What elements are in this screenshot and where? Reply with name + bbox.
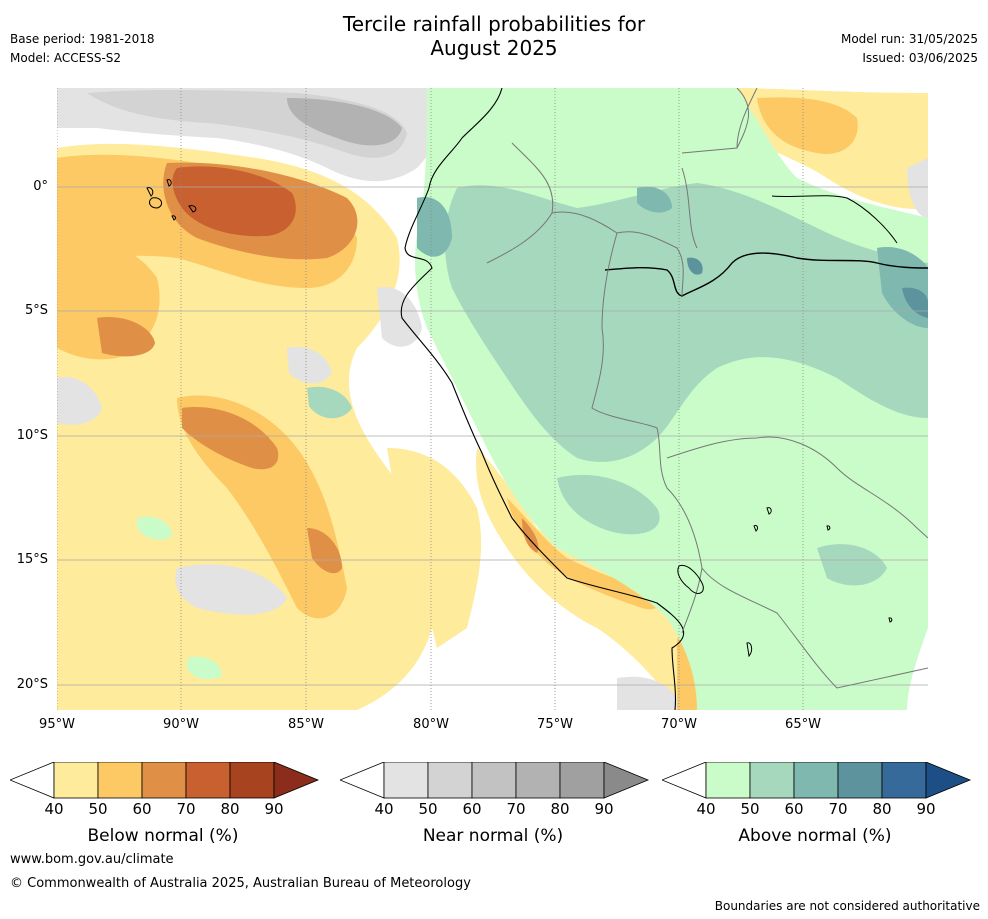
colorbar-near-normal [340, 762, 650, 799]
map-title-line1: Tercile rainfall probabilities for [342, 12, 646, 36]
colorbar-segment [749, 762, 795, 799]
lake-titicaca [677, 564, 704, 594]
colorbar-tick: 40 [696, 800, 716, 818]
above-normal-region [137, 88, 928, 710]
coastline [400, 88, 685, 710]
colorbar-tick: 50 [88, 800, 108, 818]
colorbar-high-arrow [925, 762, 972, 799]
colorbar-low-arrow [340, 762, 385, 799]
colorbar-segment [141, 762, 187, 799]
colorbar-label-above: Above normal (%) [738, 826, 892, 846]
x-tick-75w: 75°W [537, 717, 573, 732]
model-run: Model run: 31/05/2025 [840, 32, 978, 46]
y-tick-15s: 15°S [16, 552, 48, 567]
colorbar-tick: 60 [462, 800, 482, 818]
colorbar-tick: 40 [374, 800, 394, 818]
grid-lines [57, 88, 928, 710]
rio-negro [771, 195, 898, 244]
colorbar-segment [427, 762, 473, 799]
map-title: Tercile rainfall probabilities for Augus… [0, 12, 988, 60]
meta-right: Model run: 31/05/2025 Issued: 03/06/2025 [841, 30, 978, 68]
colorbar-tick: 70 [506, 800, 526, 818]
x-tick-80w: 80°W [413, 717, 449, 732]
colorbar-segment [881, 762, 927, 799]
map-title-line2: August 2025 [430, 36, 558, 60]
colorbar-tick: 60 [132, 800, 152, 818]
meta-left: Base period: 1981-2018 Model: ACCESS-S2 [10, 30, 155, 68]
colorbar-label-near: Near normal (%) [422, 826, 564, 846]
colorbar-segment [705, 762, 751, 799]
colorbar-segment [837, 762, 883, 799]
x-tick-85w: 85°W [288, 717, 324, 732]
colorbar-high-arrow [603, 762, 650, 799]
colorbar-tick: 80 [220, 800, 240, 818]
colorbar-segment [185, 762, 231, 799]
base-period: Base period: 1981-2018 [10, 32, 155, 46]
bolivian-lakes [746, 507, 893, 658]
colorbar-tick: 90 [264, 800, 284, 818]
colorbar-low-arrow [662, 762, 707, 799]
colorbar-below-normal [10, 762, 320, 799]
y-tick-10s: 10°S [16, 428, 48, 443]
colorbar-segment [53, 762, 99, 799]
colorbar-tick: 50 [740, 800, 760, 818]
colorbar-above-normal [662, 762, 972, 799]
colorbar-segment [515, 762, 561, 799]
colorbar-tick: 90 [594, 800, 614, 818]
footer-copyright: © Commonwealth of Australia 2025, Austra… [10, 876, 471, 891]
colorbar-high-arrow [273, 762, 320, 799]
footer-url[interactable]: www.bom.gov.au/climate [10, 852, 174, 867]
disclaimer: Boundaries are not considered authoritat… [714, 899, 980, 913]
colorbar-tick: 40 [44, 800, 64, 818]
colorbar-tick: 60 [784, 800, 804, 818]
colorbar-tick: 70 [176, 800, 196, 818]
colorbar-segment [229, 762, 275, 799]
x-tick-65w: 65°W [785, 717, 821, 732]
amazon-river [604, 252, 928, 297]
rainfall-map [57, 88, 928, 710]
y-tick-0: 0° [33, 179, 48, 194]
colorbar-tick: 80 [550, 800, 570, 818]
colorbar-tick: 70 [828, 800, 848, 818]
x-tick-70w: 70°W [661, 717, 697, 732]
colorbar-segment [793, 762, 839, 799]
y-tick-20s: 20°S [16, 677, 48, 692]
x-tick-95w: 95°W [39, 717, 75, 732]
colorbar-tick: 90 [916, 800, 936, 818]
colorbar-low-arrow [10, 762, 55, 799]
model-name: Model: ACCESS-S2 [10, 51, 122, 65]
below-normal-region [57, 143, 482, 710]
galapagos-islands [146, 179, 197, 221]
colorbar-tick: 80 [872, 800, 892, 818]
colorbar-segment [383, 762, 429, 799]
country-borders [486, 88, 928, 689]
colorbar-segment [559, 762, 605, 799]
issued-date: Issued: 03/06/2025 [862, 51, 978, 65]
near-normal-region [57, 88, 928, 710]
colorbar-tick: 50 [418, 800, 438, 818]
colorbar-segment [97, 762, 143, 799]
colorbar-label-below: Below normal (%) [87, 826, 239, 846]
colorbar-segment [471, 762, 517, 799]
y-tick-5s: 5°S [24, 303, 48, 318]
x-tick-90w: 90°W [163, 717, 199, 732]
